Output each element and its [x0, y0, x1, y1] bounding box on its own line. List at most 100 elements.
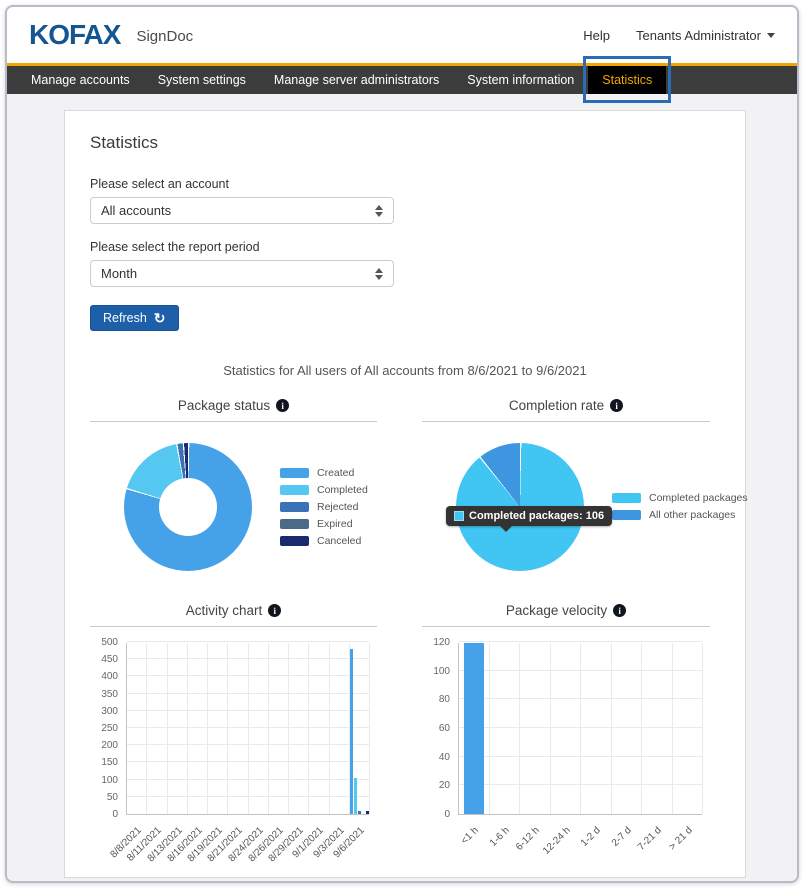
activity-bar-plot: 0 50 100 150 200 250 300 350 400 450 500 8/8/2021 8/… — [90, 635, 377, 877]
period-select[interactable]: Month — [90, 260, 394, 287]
legend-label: Completed packages — [649, 492, 748, 504]
activity-chart: Activity chart i 0 50 100 150 200 250 300 350 40… — [90, 603, 377, 883]
y-axis-tick-label: 0 — [112, 809, 118, 820]
legend-swatch — [612, 493, 641, 503]
refresh-button[interactable]: Refresh ↻ — [90, 305, 179, 331]
x-axis-tick-label: 6-12 h — [514, 825, 543, 853]
report-summary: Statistics for All users of All accounts… — [223, 363, 587, 378]
legend-swatch — [280, 535, 309, 546]
legend-swatch — [280, 501, 309, 512]
app-header: KOFAX SignDoc Help Tenants Administrator — [7, 7, 797, 63]
main-nav: Manage accounts System settings Manage s… — [7, 56, 797, 103]
completion-rate-title: Completion rate i — [422, 398, 710, 422]
account-select[interactable]: All accounts — [90, 197, 394, 224]
legend-item[interactable]: Expired — [280, 518, 368, 530]
y-axis-tick-label: 100 — [101, 774, 118, 786]
nav-item-system-settings[interactable]: System settings — [157, 73, 246, 87]
user-menu[interactable]: Tenants Administrator — [636, 28, 775, 43]
chevron-down-icon — [767, 32, 775, 38]
y-axis-tick-label: 250 — [101, 723, 118, 734]
x-axis-tick-label: 7-21 d — [636, 825, 665, 853]
bar-packages[interactable] — [464, 643, 485, 814]
x-axis-tick-label: 2-7 d — [609, 825, 634, 849]
bar-completed[interactable] — [354, 777, 358, 814]
velocity-bar-plot: 0 20 40 60 80 100 120 <1 h 1-6 h 6-12 h 12-24 h 1-2… — [422, 635, 710, 877]
bar-canceled[interactable] — [366, 811, 370, 814]
legend-swatch — [280, 467, 309, 478]
nav-item-system-information[interactable]: System information — [467, 73, 575, 87]
y-axis-tick-label: 80 — [438, 694, 450, 706]
page-title: Statistics — [90, 133, 159, 152]
info-icon[interactable]: i — [610, 399, 624, 412]
legend-item[interactable]: Created — [280, 467, 368, 479]
y-axis-tick-label: 150 — [101, 757, 118, 769]
legend-label: Expired — [317, 517, 353, 530]
info-icon[interactable]: i — [276, 399, 290, 412]
activity-chart-title: Activity chart i — [90, 603, 377, 627]
x-axis-tick-label: 1-2 d — [579, 825, 604, 849]
legend-item[interactable]: Rejected — [280, 501, 368, 513]
account-select-value: All accounts — [101, 203, 172, 218]
legend-label: Rejected — [317, 500, 359, 513]
legend-swatch — [612, 510, 641, 520]
y-axis-tick-label: 400 — [101, 671, 118, 683]
donut-hole — [159, 477, 217, 536]
info-icon[interactable]: i — [268, 604, 282, 617]
select-arrows-icon — [375, 204, 383, 217]
legend-label: Created — [317, 466, 355, 479]
package-status-donut[interactable] — [124, 442, 252, 571]
content-area: Statistics Please select an account All … — [7, 94, 797, 878]
legend-label: All other packages — [649, 509, 736, 521]
user-menu-label: Tenants Administrator — [635, 27, 761, 43]
legend-item[interactable]: All other packages — [612, 509, 748, 521]
y-axis-tick-label: 100 — [433, 665, 450, 677]
y-axis-tick-label: 60 — [438, 723, 450, 734]
charts-grid: Package status i Created Completed Rejecte… — [90, 398, 748, 883]
refresh-icon: ↻ — [153, 310, 166, 326]
account-select-label: Please select an account — [90, 177, 229, 191]
package-velocity-title: Package velocity i — [422, 603, 710, 627]
x-axis-tick-label: 12-24 h — [540, 825, 573, 857]
help-link[interactable]: Help — [583, 27, 610, 43]
y-axis-tick-label: 0 — [444, 809, 450, 820]
x-axis-tick-label: 1-6 h — [487, 825, 512, 849]
nav-item-statistics[interactable]: Statistics — [583, 56, 672, 103]
package-velocity-chart: Package velocity i 0 20 40 60 80 100 120 <1 h 1-… — [422, 603, 710, 881]
nav-item-manage-server-administrators[interactable]: Manage server administrators — [273, 73, 440, 87]
legend-label: Completed — [317, 483, 368, 496]
y-axis-tick-label: 450 — [101, 654, 118, 666]
plot-area — [458, 641, 703, 815]
chart-tooltip: Completed packages: 106 — [446, 506, 613, 532]
legend-label: Canceled — [317, 534, 362, 547]
completion-rate-chart: Completion rate i Completed packages All … — [422, 398, 748, 579]
refresh-button-label: Refresh — [103, 311, 147, 325]
legend-item[interactable]: Completed — [280, 484, 368, 496]
legend-swatch — [280, 484, 309, 495]
y-axis-tick-label: 120 — [433, 637, 450, 648]
tooltip-text: Completed packages: 106 — [469, 510, 605, 522]
tooltip-caret — [500, 526, 512, 532]
period-select-label: Please select the report period — [90, 240, 260, 254]
package-status-title: Package status i — [90, 398, 377, 422]
y-axis-tick-label: 50 — [106, 791, 118, 803]
bar-rejected[interactable] — [358, 810, 362, 814]
bar-created[interactable] — [350, 648, 354, 814]
kofax-logo: KOFAX — [29, 19, 121, 50]
app-window: KOFAX SignDoc Help Tenants Administrator… — [5, 5, 799, 883]
x-axis-tick-label: <1 h — [459, 825, 482, 847]
nav-item-manage-accounts[interactable]: Manage accounts — [31, 73, 130, 87]
legend-item[interactable]: Canceled — [280, 535, 368, 547]
y-axis-tick-label: 350 — [101, 688, 118, 700]
statistics-panel: Statistics Please select an account All … — [64, 110, 748, 878]
info-icon[interactable]: i — [613, 604, 627, 617]
y-axis-tick-label: 200 — [101, 740, 118, 752]
y-axis-tick-label: 500 — [101, 637, 118, 648]
select-arrows-icon — [375, 267, 383, 280]
legend-item[interactable]: Completed packages — [612, 492, 748, 504]
y-axis-tick-label: 40 — [438, 751, 450, 763]
package-status-chart: Package status i Created Completed Rejecte… — [90, 398, 377, 579]
tooltip-swatch — [454, 511, 464, 521]
nav-item-statistics-label: Statistics — [602, 73, 653, 87]
y-axis-tick-label: 300 — [101, 705, 118, 717]
